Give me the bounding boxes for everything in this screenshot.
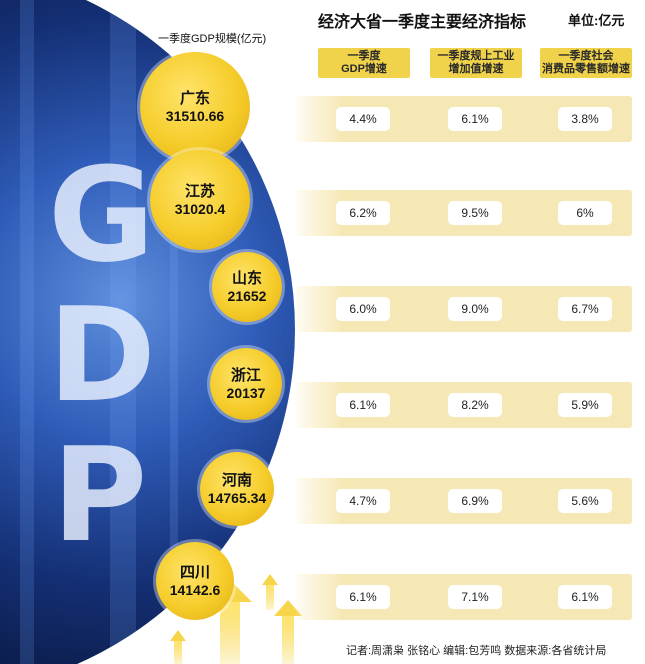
- value-cell: 6.2%: [336, 201, 390, 225]
- gdp-value: 21652: [227, 287, 267, 304]
- value-cell: 6.1%: [448, 107, 502, 131]
- column-header-retail-growth: 一季度社会 消费品零售额增速: [540, 48, 632, 78]
- value-cell: 6.1%: [558, 585, 612, 609]
- province-name: 山东: [231, 269, 262, 287]
- light-stripe: [20, 0, 34, 664]
- province-bubble: 江苏 31020.4: [150, 150, 250, 250]
- value-cell: 3.8%: [558, 107, 612, 131]
- province-bubble: 广东 31510.66: [140, 52, 250, 162]
- credits-footer: 记者:周潇枭 张铭心 编辑:包芳鸣 数据来源:各省统计局: [346, 645, 607, 657]
- value-cell: 6.1%: [336, 585, 390, 609]
- light-stripe: [170, 0, 178, 664]
- province-name: 广东: [179, 89, 210, 107]
- province-bubble: 山东 21652: [212, 252, 282, 322]
- value-cell: 5.9%: [558, 393, 612, 417]
- value-cell: 5.6%: [558, 489, 612, 513]
- value-cell: 6%: [558, 201, 612, 225]
- gdp-value: 20137: [226, 384, 266, 401]
- gdp-value: 14765.34: [207, 489, 267, 506]
- province-bubble: 河南 14765.34: [200, 452, 274, 526]
- value-cell: 6.0%: [336, 297, 390, 321]
- value-cell: 4.4%: [336, 107, 390, 131]
- province-name: 河南: [221, 471, 252, 489]
- gdp-value: 14142.6: [169, 581, 221, 598]
- value-cell: 6.9%: [448, 489, 502, 513]
- province-name: 四川: [179, 563, 210, 581]
- column-header-industrial-growth: 一季度规上工业 增加值增速: [430, 48, 522, 78]
- value-cell: 4.7%: [336, 489, 390, 513]
- gdp-scale-label: 一季度GDP规模(亿元): [158, 33, 267, 45]
- province-bubble: 四川 14142.6: [156, 542, 234, 620]
- value-cell: 6.7%: [558, 297, 612, 321]
- column-header-gdp-growth: 一季度 GDP增速: [318, 48, 410, 78]
- decor-letter-p: P: [52, 419, 148, 571]
- gdp-value: 31510.66: [165, 107, 225, 124]
- value-cell: 9.0%: [448, 297, 502, 321]
- province-name: 江苏: [184, 182, 215, 200]
- rising-arrows-icon: [170, 574, 302, 664]
- province-bubble: 浙江 20137: [210, 348, 282, 420]
- light-stripe: [110, 0, 136, 664]
- value-cell: 8.2%: [448, 393, 502, 417]
- value-cell: 6.1%: [336, 393, 390, 417]
- value-cell: 9.5%: [448, 201, 502, 225]
- gdp-value: 31020.4: [174, 200, 226, 217]
- decor-letter-g: G: [48, 139, 155, 291]
- chart-title: 经济大省一季度主要经济指标: [318, 14, 527, 31]
- unit-label: 单位:亿元: [568, 13, 625, 28]
- decor-letter-d: D: [48, 279, 156, 431]
- province-name: 浙江: [230, 366, 261, 384]
- value-cell: 7.1%: [448, 585, 502, 609]
